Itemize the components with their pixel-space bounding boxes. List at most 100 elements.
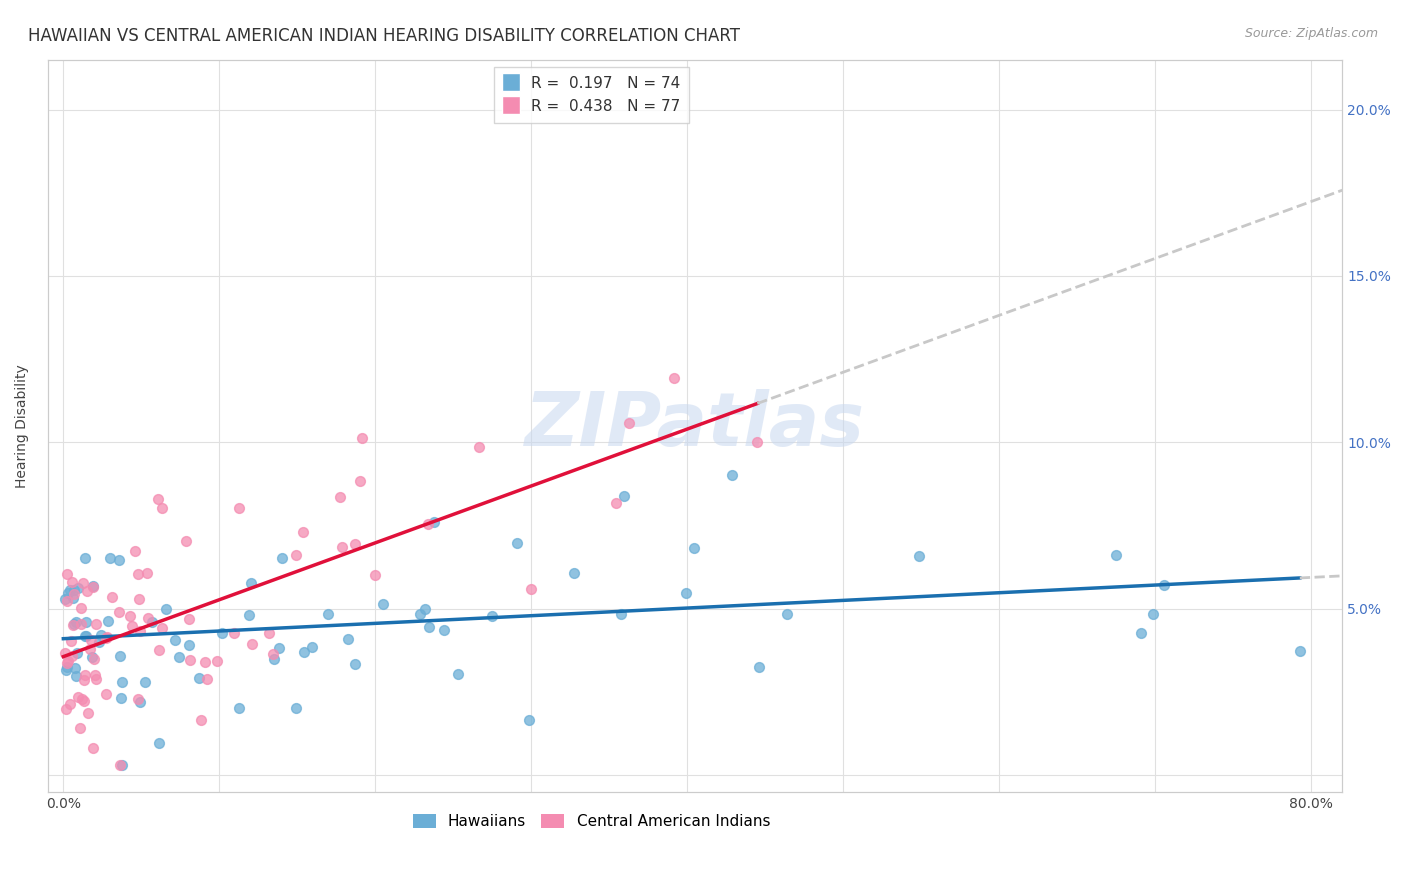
Point (605, 496, 627, 510)
Point (63, 661, 86, 675)
Point (66, 646, 89, 660)
Point (76, 584, 98, 599)
Point (55, 701, 77, 715)
Point (128, 624, 150, 638)
Point (291, 524, 314, 539)
Point (748, 660, 770, 674)
Point (163, 633, 186, 648)
Point (224, 626, 246, 640)
Point (110, 648, 132, 663)
Point (413, 602, 436, 616)
Point (70, 616, 93, 631)
Point (349, 474, 371, 488)
Point (343, 657, 366, 671)
Point (127, 691, 149, 706)
Point (73, 694, 96, 708)
Point (238, 607, 260, 622)
Point (67, 690, 90, 704)
Point (433, 624, 456, 638)
Point (60, 575, 83, 590)
Point (1105, 548, 1128, 562)
Point (1142, 607, 1164, 622)
Point (240, 575, 263, 590)
Point (80, 632, 103, 647)
Point (62, 591, 84, 605)
Point (240, 637, 263, 651)
Point (63, 616, 86, 631)
Point (423, 515, 446, 529)
Point (56, 586, 79, 600)
Point (82, 580, 104, 594)
Point (70, 692, 93, 706)
Point (447, 666, 470, 681)
Point (284, 700, 307, 714)
Point (141, 615, 163, 629)
Point (155, 602, 177, 616)
Point (364, 567, 387, 582)
Point (127, 567, 149, 582)
Point (207, 654, 229, 668)
Point (136, 610, 159, 624)
Point (79, 641, 101, 656)
Point (58, 654, 80, 668)
Point (610, 607, 633, 621)
Point (128, 592, 150, 607)
Point (80, 649, 103, 664)
Point (63, 587, 86, 601)
Point (150, 501, 173, 516)
Point (62, 618, 84, 632)
Point (73, 668, 96, 682)
Point (371, 597, 394, 611)
Point (73, 629, 96, 643)
Point (190, 713, 212, 727)
Point (416, 516, 439, 531)
Point (134, 675, 156, 690)
Point (65, 615, 87, 630)
Point (195, 672, 218, 686)
Point (179, 611, 201, 625)
Point (108, 605, 131, 619)
Point (63, 582, 86, 597)
Point (776, 607, 799, 621)
Point (108, 553, 131, 567)
Text: Source: ZipAtlas.com: Source: ZipAtlas.com (1244, 27, 1378, 40)
Point (179, 653, 201, 667)
Point (90, 628, 112, 642)
Point (124, 544, 146, 558)
Point (59, 583, 82, 598)
Point (72, 673, 94, 687)
Point (56, 660, 79, 674)
Point (263, 652, 285, 666)
Point (72, 576, 94, 591)
Point (262, 647, 284, 661)
Point (174, 534, 197, 549)
Point (194, 656, 217, 670)
Point (683, 541, 706, 555)
Point (101, 590, 124, 604)
Point (69, 600, 91, 615)
Point (613, 489, 636, 503)
Point (259, 626, 281, 640)
Point (65, 669, 87, 683)
Point (188, 671, 211, 685)
Point (110, 691, 132, 706)
Point (352, 431, 374, 445)
Point (1130, 626, 1153, 640)
Point (907, 549, 929, 564)
Point (1153, 578, 1175, 592)
Point (267, 641, 290, 656)
Point (228, 701, 250, 715)
Point (77, 706, 100, 721)
Point (301, 640, 323, 655)
Point (58, 698, 80, 712)
Point (562, 566, 585, 580)
Point (467, 440, 489, 454)
Point (337, 632, 360, 647)
Point (96, 687, 118, 701)
Point (330, 540, 353, 554)
Point (316, 607, 339, 622)
Point (662, 370, 685, 384)
Point (96, 630, 118, 644)
Point (94, 631, 117, 645)
Point (129, 695, 152, 709)
